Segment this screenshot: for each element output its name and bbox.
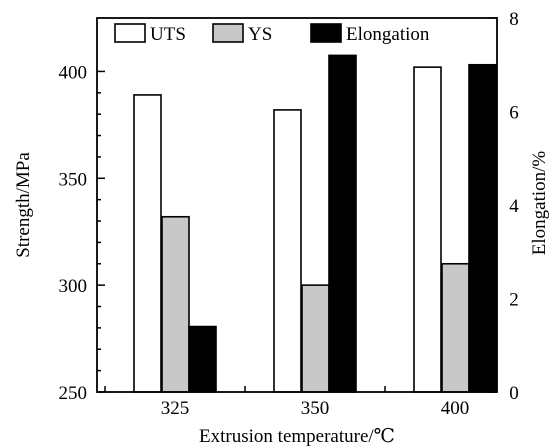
bar-elongation-400	[468, 63, 497, 393]
legend-label-ys: YS	[248, 24, 272, 45]
y2-tick-label: 0	[509, 383, 519, 404]
y-tick-label: 350	[59, 169, 88, 190]
bar-uts-350	[273, 109, 302, 393]
x-tick-label: 325	[161, 398, 190, 419]
bar-uts-400	[413, 66, 442, 393]
y2-tick-label: 6	[509, 103, 519, 124]
legend: UTS YS Elongation	[114, 23, 430, 45]
y-tick-label: 400	[59, 62, 88, 83]
legend-swatch-elongation	[310, 23, 342, 43]
y-tick-label: 300	[59, 276, 88, 297]
bar-ys-325	[161, 215, 190, 393]
bar-ys-400	[441, 262, 470, 393]
bar-elongation-350	[328, 54, 357, 393]
x-tick-label: 350	[301, 398, 330, 419]
bar-uts-325	[133, 94, 162, 393]
bar-elongation-325	[188, 325, 217, 393]
y2-tick-label: 2	[509, 290, 519, 311]
legend-label-elongation: Elongation	[346, 24, 430, 45]
y-axis-title-right: Elongation/%	[529, 151, 550, 256]
legend-label-uts: UTS	[150, 24, 186, 45]
bar-ys-350	[301, 284, 330, 393]
y-tick-label: 250	[59, 383, 88, 404]
bars-group	[133, 54, 497, 393]
x-axis-title: Extrusion temperature/℃	[199, 426, 395, 447]
y2-tick-label: 8	[509, 9, 519, 30]
y2-tick-label: 4	[509, 196, 519, 217]
axes-group: 250 300 350 400 0 2 4 6 8 325 350 400	[59, 9, 520, 419]
legend-swatch-uts	[114, 23, 146, 43]
legend-swatch-ys	[212, 23, 244, 43]
y-axis-title-left: Strength/MPa	[13, 152, 34, 258]
x-tick-label: 400	[441, 398, 470, 419]
